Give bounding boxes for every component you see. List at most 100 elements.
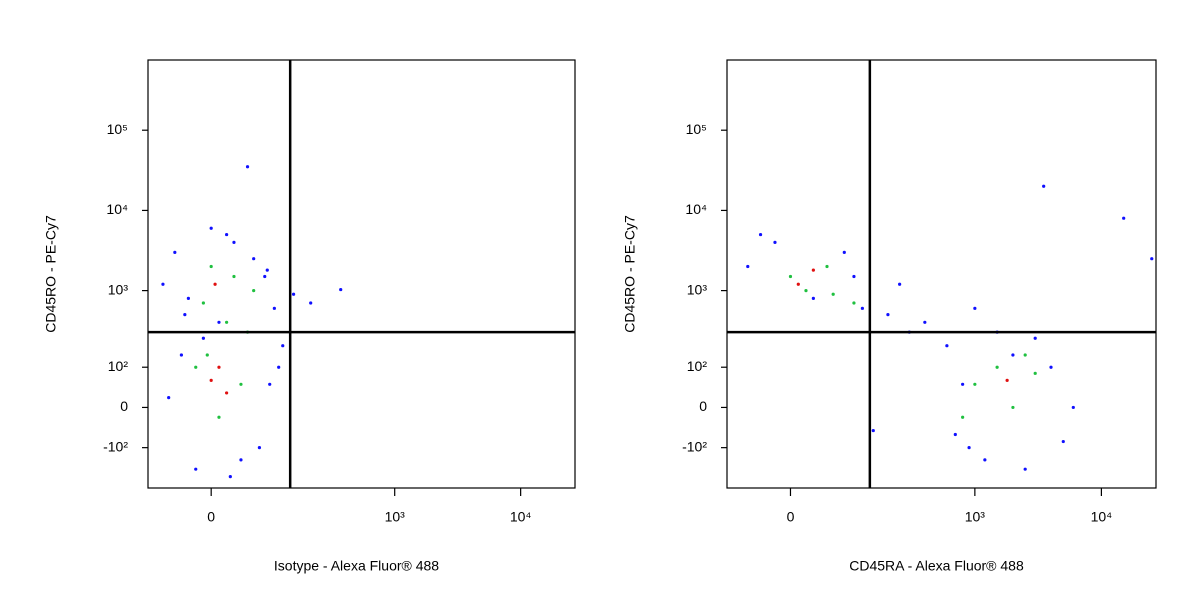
event-point [161, 282, 165, 286]
event-point [961, 415, 965, 419]
event-point [1033, 336, 1037, 340]
event-point [923, 320, 927, 324]
event-point [179, 353, 183, 357]
event-point [995, 365, 999, 369]
event-point [788, 274, 793, 279]
event-point [973, 382, 977, 386]
event-point [1071, 405, 1075, 410]
event-point [758, 232, 763, 237]
event-point [1049, 365, 1053, 369]
event-point [1122, 216, 1126, 220]
event-point [852, 301, 856, 305]
event-point [194, 467, 198, 471]
event-point [228, 474, 232, 479]
y-tick-label: 10² [687, 358, 708, 374]
event-point [257, 446, 262, 450]
event-point [1033, 371, 1037, 375]
event-point [213, 282, 217, 286]
event-point [209, 264, 213, 269]
event-point [953, 432, 957, 437]
event-point [201, 336, 205, 340]
plot-frame [147, 59, 576, 489]
event-point [209, 378, 213, 382]
y-axis-label: CD45RO - PE-Cy7 [622, 215, 638, 333]
event-point [842, 250, 846, 254]
y-axis-label: CD45RO - PE-Cy7 [43, 215, 59, 333]
event-point [252, 288, 256, 293]
event-point [186, 296, 190, 300]
event-point [825, 264, 829, 269]
plot-frame [726, 59, 1157, 489]
event-point [277, 365, 281, 369]
event-point [268, 382, 272, 386]
event-point [173, 250, 177, 254]
event-point [232, 274, 236, 279]
event-point [804, 288, 808, 293]
event-point [239, 382, 243, 386]
event-point [1023, 467, 1027, 471]
y-tick-label: -10² [682, 438, 707, 454]
event-point [1011, 405, 1015, 410]
event-point [265, 268, 269, 272]
event-point [217, 415, 221, 419]
event-point [860, 306, 864, 310]
event-point [281, 344, 285, 348]
event-point [746, 264, 750, 269]
event-point [232, 240, 236, 244]
y-tick-label: 0 [120, 398, 128, 414]
event-point [852, 274, 856, 279]
event-point [225, 391, 229, 395]
event-point [272, 306, 276, 310]
x-axis-label: CD45RA - Alexa Fluor® 488 [849, 558, 1024, 574]
event-point [239, 458, 243, 462]
event-point [183, 313, 187, 317]
x-axis-label: Isotype - Alexa Fluor® 488 [274, 558, 439, 574]
event-point [1011, 353, 1015, 357]
event-point [811, 296, 815, 300]
event-point [811, 268, 815, 272]
event-point [167, 396, 171, 400]
y-tick-label: 10³ [687, 281, 708, 297]
event-point [201, 301, 205, 305]
event-point [225, 232, 229, 237]
event-point [194, 365, 198, 369]
x-tick-label: 10⁴ [1091, 509, 1113, 525]
y-tick-label: 10⁵ [107, 121, 128, 137]
event-point [886, 313, 890, 317]
event-point [217, 365, 221, 369]
event-point [898, 282, 902, 286]
event-point [209, 226, 213, 230]
y-tick-label: -10² [103, 438, 128, 454]
x-tick-label: 10³ [385, 509, 406, 525]
event-point [967, 446, 971, 450]
x-tick-label: 0 [207, 509, 215, 525]
event-point [291, 292, 296, 296]
y-tick-label: 10⁴ [685, 201, 707, 217]
event-point [225, 320, 229, 324]
event-point [796, 282, 800, 286]
event-point [309, 301, 313, 305]
event-point [1005, 378, 1009, 382]
event-point [205, 353, 209, 357]
event-point [1150, 257, 1154, 261]
event-point [773, 240, 777, 244]
event-point [1042, 184, 1046, 188]
event-point [1061, 439, 1065, 444]
y-tick-label: 10³ [108, 281, 129, 297]
y-tick-label: 10⁵ [686, 121, 707, 137]
event-point [1023, 353, 1027, 357]
y-tick-label: 0 [699, 398, 707, 414]
event-point [245, 165, 250, 169]
event-point [339, 287, 343, 292]
x-tick-label: 10³ [965, 509, 986, 525]
event-point [263, 274, 267, 279]
event-point [831, 292, 835, 296]
y-tick-label: 10⁴ [106, 201, 128, 217]
x-tick-label: 0 [787, 509, 795, 525]
event-point [945, 344, 949, 348]
event-point [973, 306, 977, 310]
event-point [871, 428, 875, 433]
event-point [252, 257, 256, 261]
y-tick-label: 10² [108, 358, 129, 374]
